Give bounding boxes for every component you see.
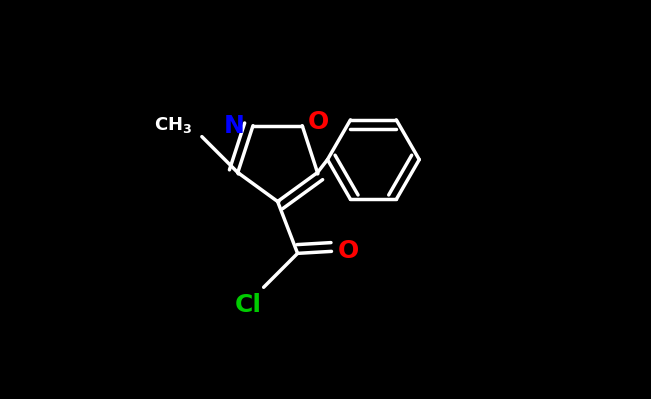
Text: O: O (337, 239, 359, 263)
Text: N: N (224, 114, 245, 138)
Text: $\mathregular{CH_3}$: $\mathregular{CH_3}$ (154, 115, 192, 134)
Text: Cl: Cl (234, 293, 262, 317)
Text: O: O (308, 110, 329, 134)
